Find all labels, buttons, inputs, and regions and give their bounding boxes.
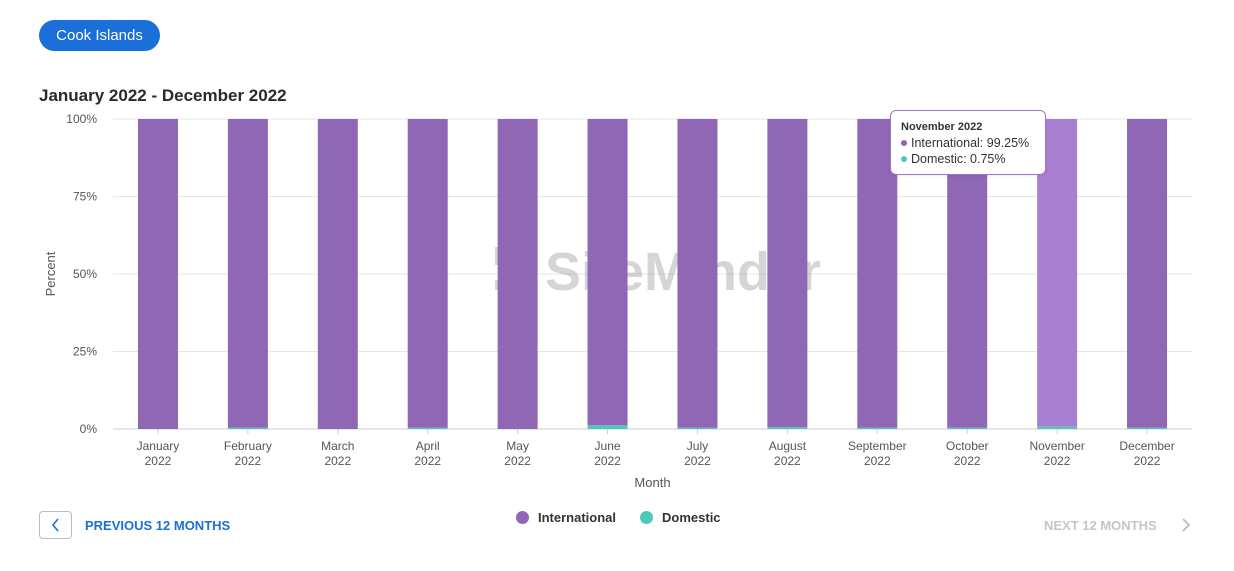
y-axis-title: Percent — [43, 251, 58, 296]
chart-legend: International Domestic — [516, 510, 745, 525]
x-tick-label-month: March — [321, 439, 354, 453]
x-tick-label-month: May — [506, 439, 529, 453]
bar-domestic — [857, 427, 898, 429]
chart-tooltip: November 2022 International: 99.25% Dome… — [890, 110, 1046, 175]
y-tick-label: 50% — [73, 267, 97, 281]
x-tick-label-year: 2022 — [684, 454, 711, 468]
bar-international — [317, 119, 358, 429]
x-tick-label-month: December — [1119, 439, 1174, 453]
bar-international — [497, 119, 538, 429]
x-tick-label-month: July — [687, 439, 708, 453]
chevron-right-icon — [1182, 518, 1191, 532]
country-filter-button[interactable]: Cook Islands — [39, 20, 160, 51]
bar-domestic — [947, 427, 988, 429]
legend-swatch-international — [516, 511, 529, 524]
stacked-bar-chart: 0%25%50%75%100%SiteMinderJanuary2022Febr… — [43, 112, 1192, 490]
legend-swatch-domestic — [640, 511, 654, 524]
x-tick-label-year: 2022 — [594, 454, 621, 468]
legend-label-international: International — [538, 510, 617, 525]
chevron-left-icon — [51, 518, 59, 532]
tooltip-domestic-dot — [901, 156, 907, 162]
x-tick-label-month: June — [595, 439, 621, 453]
x-tick-label-month: January — [137, 439, 180, 453]
x-tick-label-year: 2022 — [235, 454, 262, 468]
tooltip-domestic-row: Domestic: 0.75% — [901, 151, 1035, 167]
x-tick-label-year: 2022 — [774, 454, 801, 468]
x-axis-title: Month — [634, 475, 670, 490]
tooltip-title: November 2022 — [901, 121, 983, 133]
x-tick-label-year: 2022 — [414, 454, 441, 468]
x-tick-label-year: 2022 — [864, 454, 891, 468]
bar-international — [767, 119, 808, 428]
legend-item-domestic[interactable]: Domestic — [640, 510, 721, 525]
bar-domestic — [407, 427, 448, 429]
y-tick-label: 25% — [73, 345, 97, 359]
x-tick-label-year: 2022 — [324, 454, 351, 468]
x-tick-label-year: 2022 — [1044, 454, 1071, 468]
x-tick-label-year: 2022 — [1134, 454, 1161, 468]
bar-domestic — [227, 427, 268, 429]
x-tick-label-year: 2022 — [145, 454, 172, 468]
bar-domestic — [767, 427, 808, 429]
legend-item-international[interactable]: International — [516, 510, 616, 525]
x-tick-label-month: October — [946, 439, 989, 453]
bar-international — [1127, 119, 1168, 428]
bar-international — [407, 119, 448, 428]
next-12-months-link: NEXT 12 MONTHS — [1044, 518, 1157, 533]
y-tick-label: 100% — [66, 112, 97, 126]
x-tick-label-month: November — [1029, 439, 1084, 453]
x-tick-label-year: 2022 — [954, 454, 981, 468]
x-tick-label-month: August — [769, 439, 807, 453]
bar-international — [587, 119, 628, 426]
tooltip-international-row: International: 99.25% — [901, 135, 1035, 151]
x-tick-label-month: February — [224, 439, 272, 453]
next-12-months-button — [1176, 514, 1196, 536]
tooltip-domestic-text: Domestic: 0.75% — [911, 152, 1006, 166]
bar-domestic — [1127, 427, 1168, 429]
bar-international — [227, 119, 268, 428]
y-tick-label: 75% — [73, 190, 97, 204]
bar-international — [137, 119, 178, 429]
previous-12-months-button[interactable] — [39, 511, 72, 539]
legend-label-domestic: Domestic — [662, 510, 721, 525]
tooltip-international-dot — [901, 140, 907, 146]
tooltip-international-text: International: 99.25% — [911, 136, 1030, 150]
x-tick-label-month: April — [416, 439, 440, 453]
y-tick-label: 0% — [80, 422, 98, 436]
x-tick-label-year: 2022 — [504, 454, 531, 468]
bar-domestic — [677, 427, 718, 429]
chart-range-title: January 2022 - December 2022 — [39, 86, 287, 105]
bar-international — [677, 119, 718, 428]
previous-12-months-link[interactable]: PREVIOUS 12 MONTHS — [85, 518, 231, 533]
x-tick-label-month: September — [848, 439, 907, 453]
bar-domestic — [1037, 426, 1078, 429]
bar-domestic — [587, 425, 628, 429]
